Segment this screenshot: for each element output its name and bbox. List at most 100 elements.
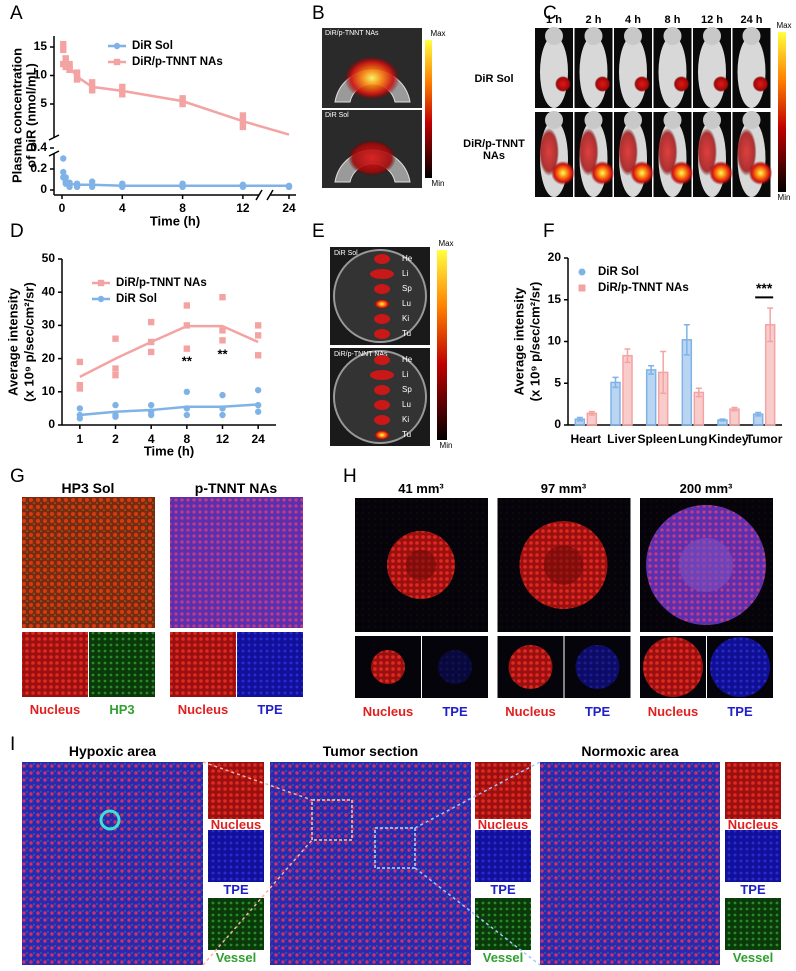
y-tick-label: 0.2 [30, 161, 47, 175]
organ-label: Li [402, 269, 408, 278]
micrograph [725, 762, 781, 819]
panel-letter: C [543, 3, 557, 24]
x-axis-label: Time (h) [144, 443, 194, 458]
y-tick-label: 15 [34, 39, 48, 53]
channel-label: Nucleus [727, 817, 779, 832]
mouse-head [703, 111, 721, 129]
data-point [76, 381, 84, 389]
panel-title: 200 mm³ [679, 481, 733, 496]
error-bar [719, 418, 726, 422]
micrograph [89, 632, 155, 697]
x-tick-label: 12 [216, 432, 230, 446]
y-axis-label: Plasma concentration [9, 48, 24, 183]
channel-label: TPE [223, 882, 249, 897]
colorbar-label: Max [776, 21, 791, 30]
time-label: 12 h [700, 14, 723, 26]
colorbar [437, 250, 447, 440]
legend-label: DiR/p-TNNT NAs [598, 282, 689, 294]
legend-marker [113, 58, 121, 66]
row-label: DiR Sol [474, 73, 514, 85]
organ-label: Ki [402, 415, 409, 424]
micrograph [270, 762, 471, 965]
data-point [60, 168, 67, 176]
y-tick-label: 0 [40, 182, 47, 196]
channel-label: Nucleus [505, 704, 556, 719]
tumor-section [371, 650, 405, 684]
channel-label: TPE [727, 704, 753, 719]
x-tick-label: 2 [112, 432, 119, 446]
mouse-head [545, 27, 563, 45]
mouse [579, 36, 608, 108]
colorbar-label: Max [430, 29, 445, 38]
x-tick-label: 4 [148, 432, 155, 446]
data-point [66, 66, 73, 73]
colorbar-label: Min [440, 441, 453, 450]
legend-marker [578, 284, 586, 292]
series-line [79, 403, 259, 417]
error-bar [612, 376, 619, 389]
data-point [88, 79, 96, 86]
error-bar [648, 364, 655, 375]
colorbar [778, 32, 786, 192]
organ [374, 254, 390, 264]
x-tick-label: 0 [59, 201, 66, 215]
x-tick-label: Heart [570, 432, 601, 446]
time-label: 4 h [625, 14, 641, 26]
mouse-head [663, 111, 682, 129]
error-bar [660, 350, 667, 395]
micrograph [725, 830, 781, 882]
data-point [62, 58, 69, 65]
colorbar [425, 40, 432, 178]
micrograph [170, 632, 236, 697]
legend-marker [97, 295, 105, 303]
data-point [73, 76, 81, 83]
channel-label: Nucleus [210, 817, 262, 832]
data-point [147, 348, 155, 356]
micrograph [725, 898, 781, 950]
axis-break [266, 189, 274, 201]
data-point [219, 391, 226, 399]
channel-label: TPE [442, 704, 468, 719]
tumor-fluorescence [709, 161, 733, 185]
y-tick-label: 10 [42, 384, 56, 398]
group-label: DiR Sol [325, 112, 349, 119]
organ-label: He [402, 355, 413, 364]
mouse-head [663, 27, 682, 45]
error-bar [624, 348, 631, 364]
x-axis-label: Time (h) [150, 213, 200, 228]
legend-label: DiR Sol [598, 266, 639, 278]
data-point [239, 123, 247, 131]
dish [333, 249, 427, 343]
organ-label: Tu [402, 430, 411, 439]
annotation: *** [756, 280, 773, 296]
panel-letter: F [543, 221, 555, 242]
y-tick-label: 10 [548, 334, 562, 348]
panel-title: Tumor section [322, 743, 419, 759]
time-label: 1 h [546, 14, 562, 26]
channel-label: Vessel [482, 950, 524, 965]
data-point [239, 118, 247, 125]
data-point [147, 338, 155, 346]
organ [370, 269, 394, 279]
tumor-fluorescence [673, 76, 690, 92]
series-line [79, 324, 259, 378]
organ-label: He [402, 254, 413, 263]
fluorescence [736, 128, 757, 176]
x-tick-label: Liver [607, 432, 636, 446]
mouse-head [584, 27, 603, 45]
data-point [112, 365, 119, 372]
x-tick-label: Tumor [746, 432, 783, 446]
data-point [239, 112, 247, 119]
organ-label: Ki [402, 314, 409, 323]
fluorescence [618, 128, 638, 176]
organ [374, 355, 390, 365]
legend-label: DiR Sol [116, 293, 157, 305]
y-tick-label: 15 [548, 292, 562, 306]
micrograph [475, 830, 531, 882]
error-bar [731, 406, 738, 412]
tumor-core [543, 545, 584, 585]
fluorescence [578, 128, 599, 176]
y-tick-label: 50 [42, 251, 56, 265]
data-point [88, 183, 96, 191]
data-point [60, 155, 67, 162]
